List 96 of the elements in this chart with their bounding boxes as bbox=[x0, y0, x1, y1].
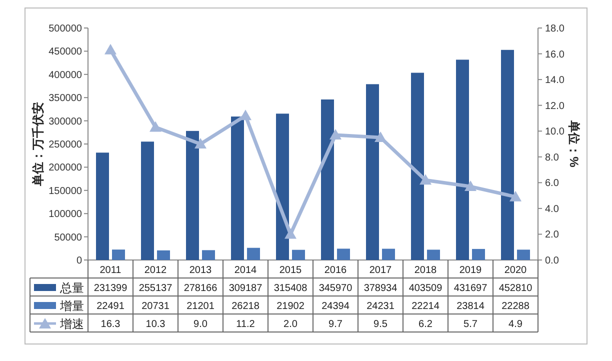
x-tick-label: 2017 bbox=[369, 265, 392, 276]
y-tick-label: 350000 bbox=[48, 93, 82, 104]
y-tick-label: 300000 bbox=[48, 116, 82, 128]
bar bbox=[247, 248, 260, 260]
x-tick-label: 2013 bbox=[189, 265, 212, 276]
y2-axis-title: 单位：% bbox=[567, 120, 581, 168]
data-label: 315408 bbox=[274, 283, 308, 294]
bar bbox=[366, 84, 379, 260]
bar bbox=[456, 60, 469, 260]
bar bbox=[411, 72, 424, 260]
data-label: 6.2 bbox=[418, 319, 433, 330]
y2-tick-label: 18.0 bbox=[545, 24, 565, 34]
data-label: 403509 bbox=[408, 283, 443, 294]
bar bbox=[186, 130, 199, 260]
data-label: 378934 bbox=[364, 283, 398, 294]
bar bbox=[321, 99, 334, 260]
point bbox=[194, 138, 206, 148]
y-tick-label: 450000 bbox=[48, 46, 82, 58]
point bbox=[330, 128, 342, 140]
y2-tick-label: 14.0 bbox=[545, 75, 565, 86]
data-label: 23814 bbox=[456, 301, 485, 312]
data-label: 255137 bbox=[138, 283, 173, 294]
y-tick-label: 250000 bbox=[48, 140, 82, 150]
x-tick-label: 2020 bbox=[504, 265, 528, 276]
point bbox=[284, 228, 296, 239]
data-label: 16.3 bbox=[100, 319, 121, 330]
data-label: 22214 bbox=[412, 301, 440, 312]
data-label: 278166 bbox=[184, 283, 218, 294]
data-label: 9.5 bbox=[374, 319, 388, 330]
point bbox=[374, 132, 386, 142]
data-label: 452810 bbox=[498, 283, 533, 294]
bar bbox=[472, 248, 485, 260]
data-label: 345970 bbox=[318, 283, 353, 294]
y-tick-label: 400000 bbox=[48, 70, 82, 81]
bar bbox=[96, 152, 109, 260]
x-tick-label: 2011 bbox=[100, 265, 122, 276]
bar bbox=[501, 50, 514, 260]
data-label: 231399 bbox=[94, 283, 128, 294]
data-label: 22491 bbox=[96, 301, 125, 312]
data-label: 431697 bbox=[454, 283, 488, 294]
y-axis-title: 单位：万千伏安 bbox=[31, 102, 45, 187]
bar bbox=[141, 142, 154, 260]
x-tick-label: 2016 bbox=[324, 265, 348, 276]
bar bbox=[427, 250, 440, 260]
y2-tick-label: 0.0 bbox=[545, 256, 560, 266]
y-tick-label: 100000 bbox=[48, 209, 82, 220]
bar bbox=[382, 248, 395, 260]
data-label: 22288 bbox=[502, 301, 530, 312]
point bbox=[104, 44, 116, 54]
data-label: 2.0 bbox=[284, 319, 298, 330]
y-tick-label: 200000 bbox=[48, 162, 82, 174]
bar bbox=[157, 250, 170, 260]
y2-tick-label: 4.0 bbox=[545, 204, 560, 215]
x-tick-label: 2018 bbox=[414, 265, 438, 276]
data-label: 5.7 bbox=[464, 319, 478, 330]
y2-tick-label: 6.0 bbox=[545, 178, 560, 190]
data-label: 11.2 bbox=[236, 319, 256, 330]
point bbox=[420, 174, 432, 185]
bar bbox=[517, 250, 530, 260]
data-label: 309187 bbox=[228, 283, 263, 294]
data-label: 9.7 bbox=[328, 319, 343, 330]
y-tick-label: 500000 bbox=[48, 24, 82, 34]
y-tick-label: 50000 bbox=[54, 232, 82, 244]
x-tick-label: 2015 bbox=[279, 265, 302, 276]
bar bbox=[337, 248, 350, 260]
data-label: 10.3 bbox=[146, 319, 166, 330]
bar bbox=[202, 250, 215, 260]
y2-tick-label: 10.0 bbox=[545, 126, 565, 138]
x-tick-label: 2014 bbox=[234, 265, 258, 276]
data-label: 20731 bbox=[142, 301, 170, 312]
legend-label: 增量 bbox=[59, 299, 84, 313]
y-tick-label: 150000 bbox=[48, 186, 82, 197]
data-label: 26218 bbox=[232, 301, 260, 312]
y2-tick-label: 8.0 bbox=[545, 152, 560, 164]
point bbox=[150, 121, 162, 132]
legend-label: 增速 bbox=[59, 317, 84, 331]
point bbox=[240, 110, 252, 120]
bar bbox=[112, 250, 125, 260]
data-label: 21902 bbox=[276, 301, 305, 312]
point bbox=[464, 180, 476, 192]
x-tick-label: 2019 bbox=[459, 265, 482, 276]
bar bbox=[276, 114, 289, 260]
data-label: 21201 bbox=[186, 301, 215, 312]
y-tick-label: 0 bbox=[76, 256, 82, 266]
y2-tick-label: 12.0 bbox=[545, 100, 565, 112]
y2-tick-label: 16.0 bbox=[545, 49, 565, 60]
bar bbox=[231, 116, 244, 260]
point bbox=[510, 190, 522, 202]
data-label: 24394 bbox=[322, 301, 350, 312]
data-label: 24231 bbox=[366, 301, 395, 312]
data-label: 4.9 bbox=[508, 319, 523, 330]
y2-tick-label: 2.0 bbox=[545, 230, 560, 241]
data-label: 9.0 bbox=[194, 319, 208, 330]
bar bbox=[292, 250, 305, 260]
legend-label: 总量 bbox=[59, 281, 84, 295]
x-tick-label: 2012 bbox=[144, 265, 168, 276]
